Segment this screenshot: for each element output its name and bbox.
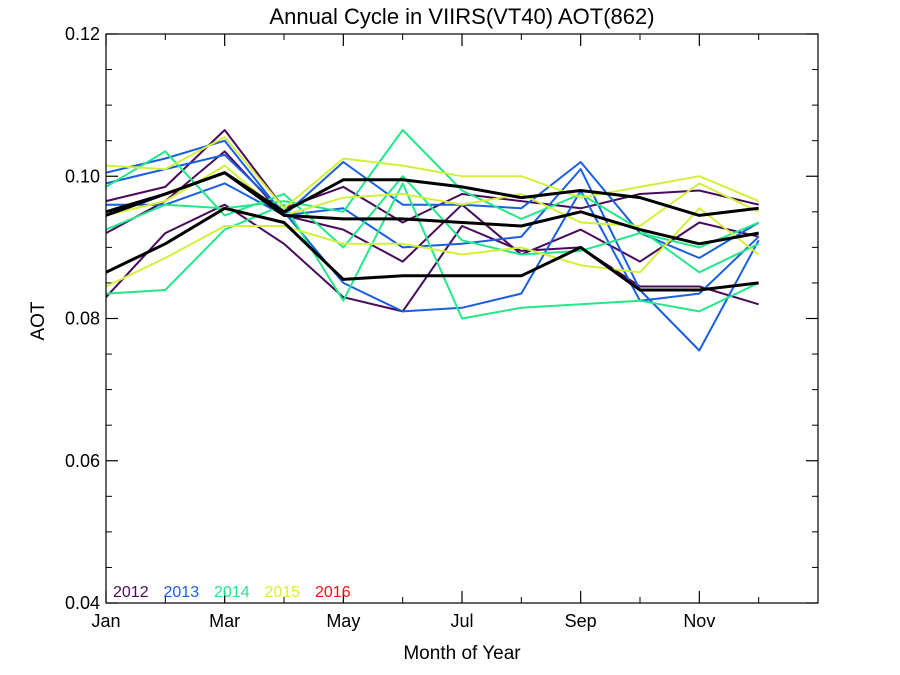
series-line-6 bbox=[105, 153, 760, 313]
chart-title: Annual Cycle in VIIRS(VT40) AOT(862) bbox=[269, 4, 654, 29]
series-line-10 bbox=[105, 136, 760, 210]
series-line-14 bbox=[105, 171, 759, 246]
legend-entry-2015: 2015 bbox=[265, 584, 301, 601]
series-line-5 bbox=[106, 168, 760, 352]
legend-entry-2012: 2012 bbox=[113, 584, 149, 601]
x-tick-label: Mar bbox=[209, 611, 240, 631]
series-line-2 bbox=[105, 150, 759, 263]
x-tick-label: Sep bbox=[565, 611, 597, 631]
y-tick-label: 0.12 bbox=[65, 24, 100, 44]
series-line-7 bbox=[105, 150, 760, 256]
legend-entry-2014: 2014 bbox=[214, 584, 250, 601]
plot-frame bbox=[105, 33, 819, 604]
y-axis-label: AOT bbox=[28, 301, 49, 340]
series-line-15 bbox=[105, 206, 759, 292]
legend-entry-2013: 2013 bbox=[164, 584, 200, 601]
series-line-12 bbox=[105, 207, 760, 288]
data-series bbox=[105, 129, 760, 352]
series-line-8 bbox=[105, 129, 760, 274]
legend-entry-2016: 2016 bbox=[315, 584, 351, 601]
series-line-11 bbox=[105, 164, 760, 227]
series-line-9 bbox=[105, 182, 760, 320]
y-tick-label: 0.06 bbox=[65, 451, 100, 471]
x-tick-label: Jan bbox=[91, 611, 120, 631]
series-line-3 bbox=[105, 203, 759, 313]
legend: 2012 2013 2014 2015 2016 bbox=[113, 584, 351, 601]
x-tick-label: Jul bbox=[450, 611, 473, 631]
y-tick-label: 0.08 bbox=[65, 309, 100, 329]
y-tick-label: 0.04 bbox=[65, 593, 100, 613]
x-tick-label: Nov bbox=[683, 611, 715, 631]
y-tick-label: 0.10 bbox=[65, 166, 100, 186]
x-axis-label: Month of Year bbox=[403, 643, 521, 664]
axis-ticks: 0.04 0.06 0.08 0.10 0.12 Jan Mar May Jul Sep Nov bbox=[65, 24, 818, 631]
x-tick-label: May bbox=[326, 611, 360, 631]
